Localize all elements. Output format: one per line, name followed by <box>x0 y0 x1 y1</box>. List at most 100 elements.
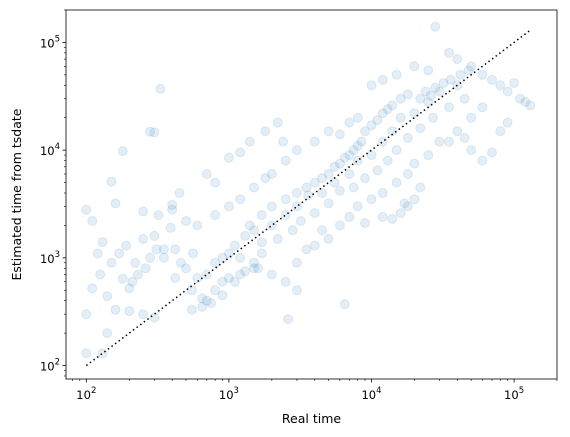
data-point <box>391 69 402 80</box>
data-point <box>287 225 298 236</box>
data-point <box>272 233 283 244</box>
data-point <box>174 188 185 198</box>
data-point <box>266 169 277 179</box>
data-point <box>266 269 277 280</box>
data-point <box>395 208 406 219</box>
data-point <box>106 257 117 268</box>
data-point <box>256 248 267 259</box>
data-point <box>223 273 234 283</box>
data-point <box>283 314 294 325</box>
data-point <box>295 216 306 226</box>
data-point <box>466 61 477 72</box>
data-point <box>235 252 246 263</box>
data-point <box>423 65 434 76</box>
data-point <box>175 257 186 268</box>
x-tick-label: 105 <box>504 386 524 402</box>
data-point <box>197 301 208 312</box>
data-point <box>240 230 251 241</box>
data-point <box>334 185 345 196</box>
data-point <box>502 117 513 128</box>
data-point <box>145 126 156 137</box>
data-point <box>235 194 246 205</box>
data-point <box>260 126 271 137</box>
data-point <box>415 93 426 104</box>
data-point <box>495 126 506 137</box>
data-point <box>352 112 363 123</box>
data-point <box>387 100 398 111</box>
data-point <box>477 69 488 80</box>
data-point <box>158 252 169 263</box>
data-point <box>167 204 178 215</box>
data-point <box>352 201 363 212</box>
data-point <box>244 220 255 231</box>
data-point <box>502 86 513 97</box>
data-point <box>272 117 283 128</box>
data-point <box>95 269 106 280</box>
data-point <box>309 177 320 188</box>
data-point <box>463 65 474 76</box>
data-point <box>415 123 426 134</box>
data-point <box>525 100 536 111</box>
data-point <box>149 312 160 323</box>
data-point <box>366 80 377 91</box>
data-point <box>348 182 359 193</box>
data-point <box>334 158 345 169</box>
data-point <box>121 240 132 251</box>
data-point <box>244 136 255 147</box>
data-point <box>153 210 164 220</box>
data-point <box>235 147 246 158</box>
data-point <box>459 132 470 143</box>
data-point <box>309 240 320 251</box>
data-point <box>260 173 271 184</box>
data-point <box>455 69 466 80</box>
data-point <box>509 78 520 88</box>
data-point <box>334 220 345 231</box>
data-point <box>344 117 355 128</box>
data-point <box>409 194 420 205</box>
data-point <box>223 152 234 163</box>
data-point <box>102 328 113 339</box>
data-point <box>223 201 234 212</box>
y-tick-label: 102 <box>40 358 60 374</box>
y-tick-label: 103 <box>40 250 60 266</box>
data-point <box>352 155 363 166</box>
data-point <box>151 244 162 255</box>
data-point <box>155 83 166 94</box>
data-point <box>192 273 203 283</box>
data-point <box>428 112 438 123</box>
data-point <box>444 47 455 58</box>
reference-line <box>85 29 531 367</box>
data-point <box>280 210 291 220</box>
data-point <box>81 204 92 215</box>
data-point <box>459 93 470 104</box>
data-point <box>249 263 259 274</box>
data-point <box>382 104 393 115</box>
data-point <box>425 90 436 101</box>
data-point <box>291 188 302 198</box>
data-point <box>466 112 477 123</box>
data-point <box>452 126 463 137</box>
data-point <box>445 74 456 85</box>
data-point <box>278 136 289 147</box>
data-point <box>206 298 217 309</box>
data-point <box>352 140 363 151</box>
data-point <box>229 240 240 251</box>
data-point <box>391 177 402 188</box>
data-point <box>102 291 113 302</box>
data-point <box>402 89 413 100</box>
data-point <box>210 257 221 268</box>
data-point <box>409 108 420 119</box>
data-point <box>415 182 426 193</box>
data-point <box>409 61 420 72</box>
data-point <box>317 173 328 184</box>
y-axis-title: Estimated time from tsdate <box>9 108 24 280</box>
data-point <box>149 127 160 138</box>
data-point <box>309 208 320 219</box>
y-tick-label: 104 <box>40 142 60 158</box>
data-point <box>217 290 228 301</box>
data-point <box>382 155 393 166</box>
data-point <box>372 165 383 176</box>
data-point <box>520 97 531 107</box>
data-point <box>201 269 212 280</box>
